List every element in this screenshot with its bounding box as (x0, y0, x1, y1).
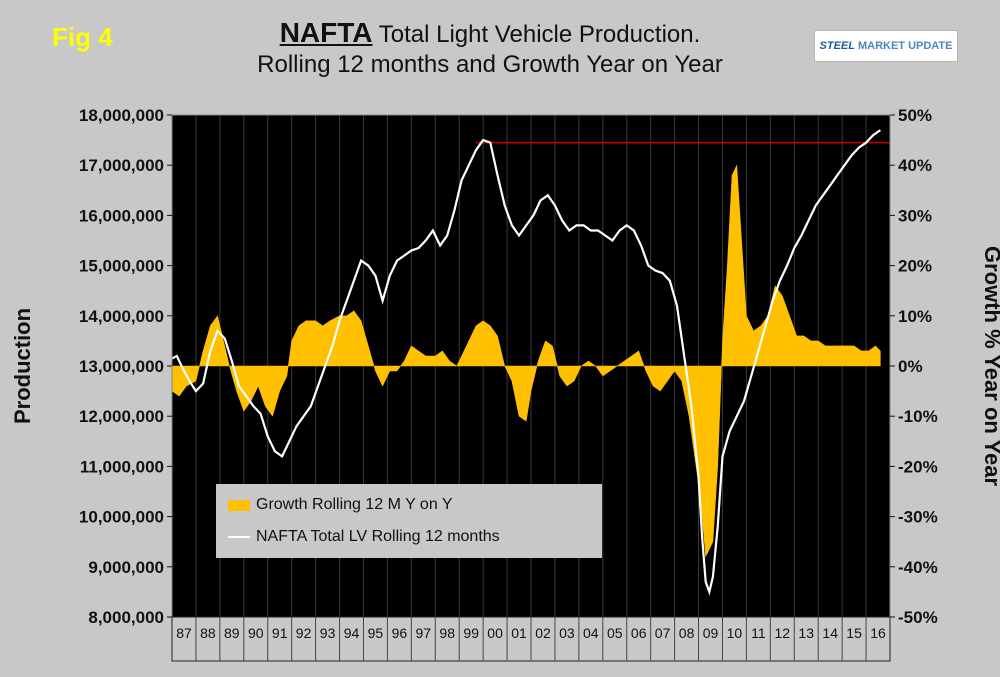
y-tick-label: 11,000,000 (80, 457, 164, 476)
y-tick-label: 15,000,000 (79, 257, 164, 276)
legend-item-production: NAFTA Total LV Rolling 12 months (228, 528, 500, 546)
logo-rest-text: MARKET UPDATE (857, 40, 953, 52)
title-rest: Total Light Vehicle Production. (372, 21, 701, 48)
y-tick-label: 14,000,000 (79, 307, 164, 326)
legend-swatch-production (228, 536, 250, 538)
x-tick-label: 10 (727, 625, 743, 641)
x-tick-label: 11 (751, 625, 766, 641)
y2-tick-label: -10% (898, 407, 938, 426)
y2-tick-label: -50% (898, 608, 938, 627)
y2-tick-label: -30% (898, 508, 938, 527)
legend-swatch-growth (228, 499, 250, 511)
chart-title: NAFTA Total Light Vehicle Production. Ro… (200, 18, 780, 80)
legend-label-production: NAFTA Total LV Rolling 12 months (256, 528, 500, 545)
x-tick-label: 03 (559, 625, 575, 641)
x-tick-label: 92 (296, 625, 312, 641)
x-tick-label: 05 (607, 625, 623, 641)
x-tick-label: 07 (655, 625, 671, 641)
x-tick-label: 99 (463, 625, 479, 641)
x-tick-label: 16 (870, 625, 886, 641)
y2-tick-label: 20% (898, 257, 932, 276)
logo-strong-text: STEEL (819, 40, 855, 52)
chart-marks (171, 129, 890, 596)
steel-market-update-logo: STEEL MARKET UPDATE (814, 30, 958, 62)
x-tick-label: 94 (344, 625, 360, 641)
legend-item-growth: Growth Rolling 12 M Y on Y (228, 496, 453, 514)
x-tick-label: 91 (272, 625, 288, 641)
x-tick-label: 12 (775, 625, 791, 641)
title-strong: NAFTA (279, 17, 373, 48)
legend: Growth Rolling 12 M Y on Y NAFTA Total L… (216, 484, 602, 558)
production-line (171, 129, 882, 596)
x-tick-label: 97 (416, 625, 432, 641)
x-tick-label: 13 (798, 625, 814, 641)
title-line-1: NAFTA Total Light Vehicle Production. (200, 18, 780, 50)
x-tick-label: 00 (487, 625, 503, 641)
legend-label-growth: Growth Rolling 12 M Y on Y (256, 496, 453, 513)
growth-area (171, 164, 881, 558)
x-tick-label: 08 (679, 625, 695, 641)
x-tick-label: 01 (511, 625, 527, 641)
y2-tick-label: 0% (898, 357, 923, 376)
y2-tick-label: 40% (898, 156, 932, 175)
x-tick-label: 96 (392, 625, 408, 641)
y-tick-label: 8,000,000 (88, 608, 164, 627)
x-tick-label: 14 (822, 625, 838, 641)
y-tick-label: 18,000,000 (79, 106, 164, 125)
y-axis-title: Production (10, 308, 35, 424)
x-tick-label: 87 (176, 625, 192, 641)
x-tick-label: 04 (583, 625, 599, 641)
x-tick-label: 88 (200, 625, 216, 641)
x-tick-label: 09 (703, 625, 719, 641)
x-tick-label: 06 (631, 625, 647, 641)
y2-tick-label: 30% (898, 206, 932, 225)
y2-tick-label: -20% (898, 457, 938, 476)
axes: 8,000,000 9,000,000 10,000,000 11,000,000 12… (79, 106, 938, 661)
y-tick-label: 16,000,000 (79, 206, 164, 225)
y-tick-label: 10,000,000 (79, 508, 164, 527)
x-tick-label: 89 (224, 625, 240, 641)
x-tick-label: 02 (535, 625, 551, 641)
x-tick-label: 93 (320, 625, 336, 641)
figure-label: Fig 4 (52, 22, 113, 52)
y2-axis-title: Growth % Year on Year (980, 246, 1000, 487)
y-tick-label: 17,000,000 (79, 156, 164, 175)
y-tick-label: 12,000,000 (79, 407, 164, 426)
y2-tick-label: 10% (898, 307, 932, 326)
x-tick-label: 95 (368, 625, 384, 641)
x-tick-label: 90 (248, 625, 264, 641)
y-tick-label: 9,000,000 (88, 558, 164, 577)
x-tick-label: 15 (846, 625, 862, 641)
chart-subtitle: Rolling 12 months and Growth Year on Yea… (257, 51, 723, 78)
y2-tick-label: 50% (898, 106, 932, 125)
x-tick-label: 98 (439, 625, 455, 641)
y2-tick-label: -40% (898, 558, 938, 577)
y-tick-label: 13,000,000 (79, 357, 164, 376)
